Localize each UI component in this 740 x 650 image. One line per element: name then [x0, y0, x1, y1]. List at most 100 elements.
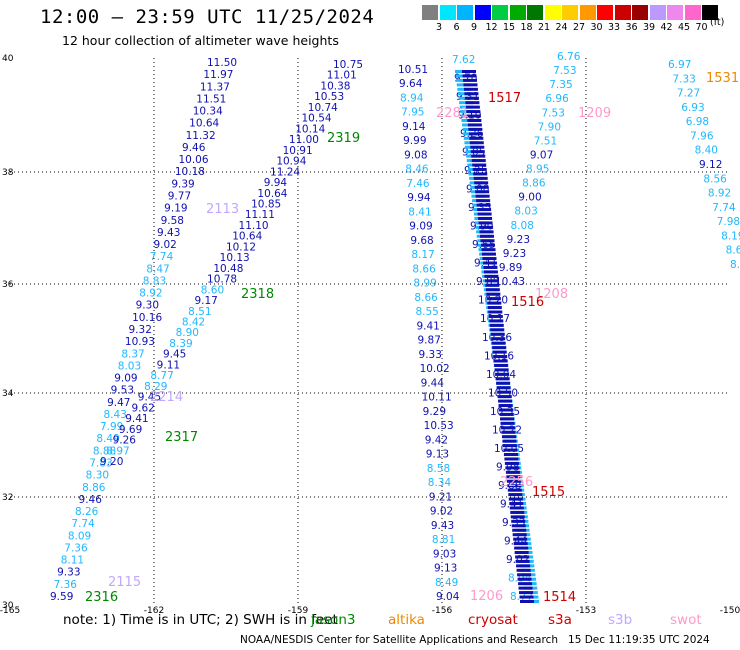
- track-marker: [484, 274, 499, 278]
- lat-tick-label: 32: [2, 493, 13, 503]
- track-marker: [494, 368, 509, 372]
- color-swatch: [492, 5, 508, 20]
- wave-height-value: 9.29: [423, 406, 446, 418]
- track-marker: [464, 92, 479, 96]
- wave-height-value: 7.51: [534, 135, 557, 147]
- pass-time-label: 2113: [206, 202, 239, 217]
- color-swatch: [667, 5, 683, 20]
- track-marker: [470, 145, 485, 149]
- wave-height-value: 8.29: [144, 381, 167, 393]
- wave-height-value: 9.12: [699, 159, 722, 171]
- track-marker: [467, 118, 482, 122]
- wave-height-value: 10.11: [422, 392, 452, 404]
- track-marker: [516, 564, 531, 568]
- track-marker: [490, 328, 505, 332]
- wave-height-value: 8.92: [708, 188, 731, 200]
- wave-height-value: 11.01: [327, 70, 357, 82]
- color-scale-tick: 33: [607, 22, 621, 33]
- wave-height-value: 9.26: [113, 435, 137, 447]
- track-marker: [506, 479, 521, 483]
- track-marker: [472, 163, 487, 167]
- track-marker: [478, 221, 493, 225]
- track-marker: [469, 136, 484, 140]
- color-scale-tick: 27: [572, 22, 586, 33]
- track-marker: [495, 377, 510, 381]
- color-scale-tick: 30: [590, 22, 603, 33]
- track-marker: [475, 190, 490, 194]
- wave-height-value: 10.91: [283, 145, 313, 157]
- pass-time-label: 1515: [532, 485, 565, 500]
- track-marker: [483, 270, 498, 274]
- wave-height-value: 10.51: [398, 64, 428, 76]
- track-marker: [516, 568, 531, 572]
- wave-height-value: 9.53: [111, 385, 134, 397]
- track-marker: [499, 412, 514, 416]
- wave-height-value: 7.83: [89, 458, 112, 470]
- pass-time-label: 1514: [543, 590, 576, 605]
- lon-tick-label: -150: [720, 606, 740, 616]
- wave-height-value: 8.08: [511, 220, 534, 232]
- color-swatch: [579, 5, 596, 20]
- track-marker: [504, 461, 519, 465]
- wave-height-value: 11.32: [186, 130, 216, 142]
- wave-height-value: 9.44: [421, 377, 445, 389]
- track-marker: [497, 395, 512, 399]
- lat-tick-label: 40: [2, 54, 14, 64]
- wave-height-value: 8.41: [408, 206, 431, 218]
- track-marker: [485, 288, 500, 292]
- color-swatch: [702, 5, 718, 20]
- track-marker: [498, 404, 513, 408]
- timestamp-text: 15 Dec 11:19:35 UTC 2024: [568, 634, 710, 646]
- wave-height-value: 9.64: [399, 78, 423, 90]
- wave-height-value: 9.77: [168, 191, 191, 203]
- wave-height-value: 8.66: [412, 263, 436, 275]
- track-marker: [515, 555, 530, 559]
- color-scale-tick: 70: [695, 22, 708, 33]
- color-scale-tick: 6: [453, 22, 460, 33]
- track-marker: [464, 96, 479, 100]
- track-marker: [519, 595, 534, 599]
- wave-height-value: 10.94: [276, 156, 306, 168]
- track-marker: [509, 502, 524, 506]
- wave-height-value: 9.87: [418, 335, 441, 347]
- track-marker: [494, 363, 509, 367]
- wave-height-value: 8.95: [526, 164, 549, 176]
- wave-height-value: 8.03: [118, 360, 141, 372]
- wave-height-value: 9.41: [125, 413, 148, 425]
- wave-height-value: 8.51: [188, 306, 211, 318]
- wave-height-value: 11.50: [207, 57, 237, 69]
- wave-height-value: 9.13: [426, 449, 449, 461]
- track-marker: [504, 457, 519, 461]
- wave-height-value: 8.42: [182, 317, 205, 329]
- wave-height-value: 7.99: [100, 421, 123, 433]
- wave-height-value: 8.83: [143, 275, 166, 287]
- wave-height-value: 9.42: [425, 434, 448, 446]
- color-scale-tick: 36: [625, 22, 638, 33]
- wave-height-value: 10.93: [125, 336, 155, 348]
- track-marker: [482, 257, 497, 261]
- wave-height-value: 10.18: [175, 166, 205, 178]
- wave-height-value: 10.38: [320, 80, 350, 92]
- track-marker: [500, 417, 515, 421]
- wave-height-value: 8.86: [82, 482, 106, 494]
- wave-height-value: 11.10: [239, 220, 269, 232]
- track-marker: [463, 87, 478, 91]
- track-marker: [465, 101, 480, 105]
- track-marker: [493, 359, 508, 363]
- track-marker: [489, 319, 504, 323]
- wave-height-value: 8.39: [169, 338, 192, 350]
- track-marker: [462, 74, 477, 78]
- track-marker: [517, 577, 532, 581]
- track-marker: [467, 123, 482, 127]
- wave-height-value: 6.93: [681, 102, 704, 114]
- color-swatch: [422, 5, 438, 20]
- track-marker: [468, 132, 483, 136]
- legend-item-jason3: jason3: [311, 612, 356, 628]
- wave-height-value: 10.64: [232, 231, 262, 243]
- track-marker: [502, 439, 517, 443]
- track-marker: [465, 105, 480, 109]
- color-scale-tick: 21: [537, 22, 551, 33]
- wave-height-value: 8.94: [400, 92, 424, 104]
- track-marker: [520, 600, 534, 603]
